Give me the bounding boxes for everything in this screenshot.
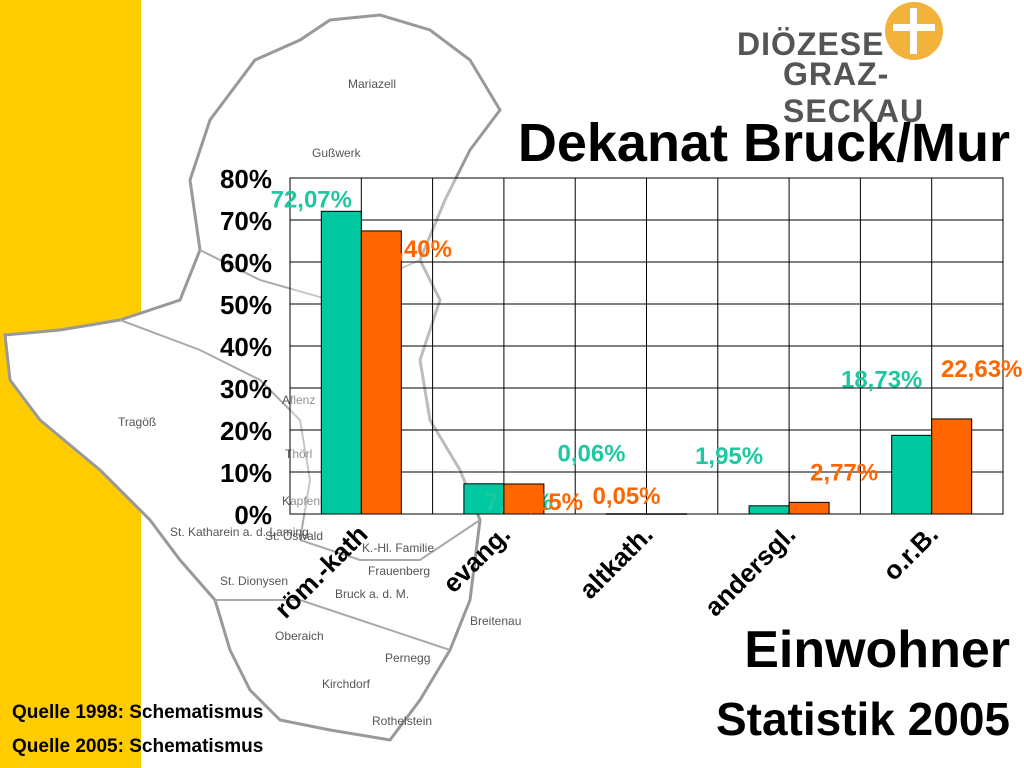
data-label: 72,07%	[271, 186, 352, 213]
map-label: Rothelstein	[372, 714, 432, 728]
bar	[503, 483, 545, 515]
y-tick-label: 70%	[220, 206, 272, 236]
x-category-label: andersgl.	[698, 519, 801, 622]
map-label: K.-Hl. Familie	[362, 541, 434, 555]
logo-line-2: GRAZ-SECKAU	[783, 56, 925, 129]
map-label: Gußwerk	[312, 146, 362, 160]
bar	[788, 501, 830, 515]
subtitle-line-1: Einwohner	[744, 621, 1010, 679]
data-label: 7,15%	[515, 489, 583, 516]
x-category-label: röm.-kath	[269, 519, 374, 624]
map-label: Mariazell	[348, 77, 396, 91]
source-line-2005: Quelle 2005: Schematismus	[12, 736, 264, 757]
data-label: 67,40%	[371, 236, 452, 263]
logo-line-1: DIÖZESE	[737, 26, 885, 62]
bar	[931, 418, 973, 515]
bar	[320, 210, 362, 515]
data-label: 1,95%	[695, 443, 763, 470]
source-line-1998: Quelle 1998: Schematismus	[12, 702, 264, 723]
map-outline	[3, 13, 502, 742]
data-label: 2,77%	[810, 459, 878, 486]
map-label: St. Dionysen	[220, 574, 288, 588]
data-label: 0,05%	[592, 483, 660, 510]
map-label: Frauenberg	[368, 564, 430, 578]
bar	[606, 513, 647, 515]
map-label: Breitenau	[470, 614, 521, 628]
map-label: St. Katharein a. d. Laming	[170, 525, 309, 539]
bar	[891, 434, 933, 515]
subtitle-line-2: Statistik 2005	[715, 693, 1010, 745]
bar	[360, 230, 402, 515]
data-label: 18,73%	[841, 366, 922, 393]
map-label: Thörl	[285, 447, 312, 461]
x-category-label: evang.	[437, 519, 516, 598]
y-tick-label: 20%	[220, 416, 272, 446]
map-label: Pernegg	[385, 651, 430, 665]
map-label: Bruck a. d. M.	[335, 587, 409, 601]
x-category-label: altkath.	[573, 519, 659, 605]
map-label: Oberaich	[275, 629, 324, 643]
data-label: 22,63%	[941, 356, 1022, 383]
bar	[646, 513, 687, 515]
cross-icon	[885, 2, 943, 60]
y-tick-label: 10%	[220, 458, 272, 488]
x-category-label: o.r.B.	[877, 519, 944, 586]
page-title: Dekanat Bruck/Mur	[517, 113, 1010, 173]
bar	[748, 505, 790, 515]
y-tick-label: 60%	[220, 248, 272, 278]
map-label: Tragöß	[118, 415, 156, 429]
map-label: St. Oswald	[265, 529, 323, 543]
map-label: Kirchdorf	[322, 677, 371, 691]
y-tick-label: 80%	[220, 164, 272, 194]
y-tick-label: 0%	[234, 500, 272, 530]
y-tick-label: 40%	[220, 332, 272, 362]
bar	[463, 483, 505, 515]
diocese-logo: DIÖZESE GRAZ-SECKAU	[735, 0, 1020, 129]
data-label: 0,06%	[557, 441, 625, 468]
y-tick-label: 30%	[220, 374, 272, 404]
y-tick-label: 50%	[220, 290, 272, 320]
